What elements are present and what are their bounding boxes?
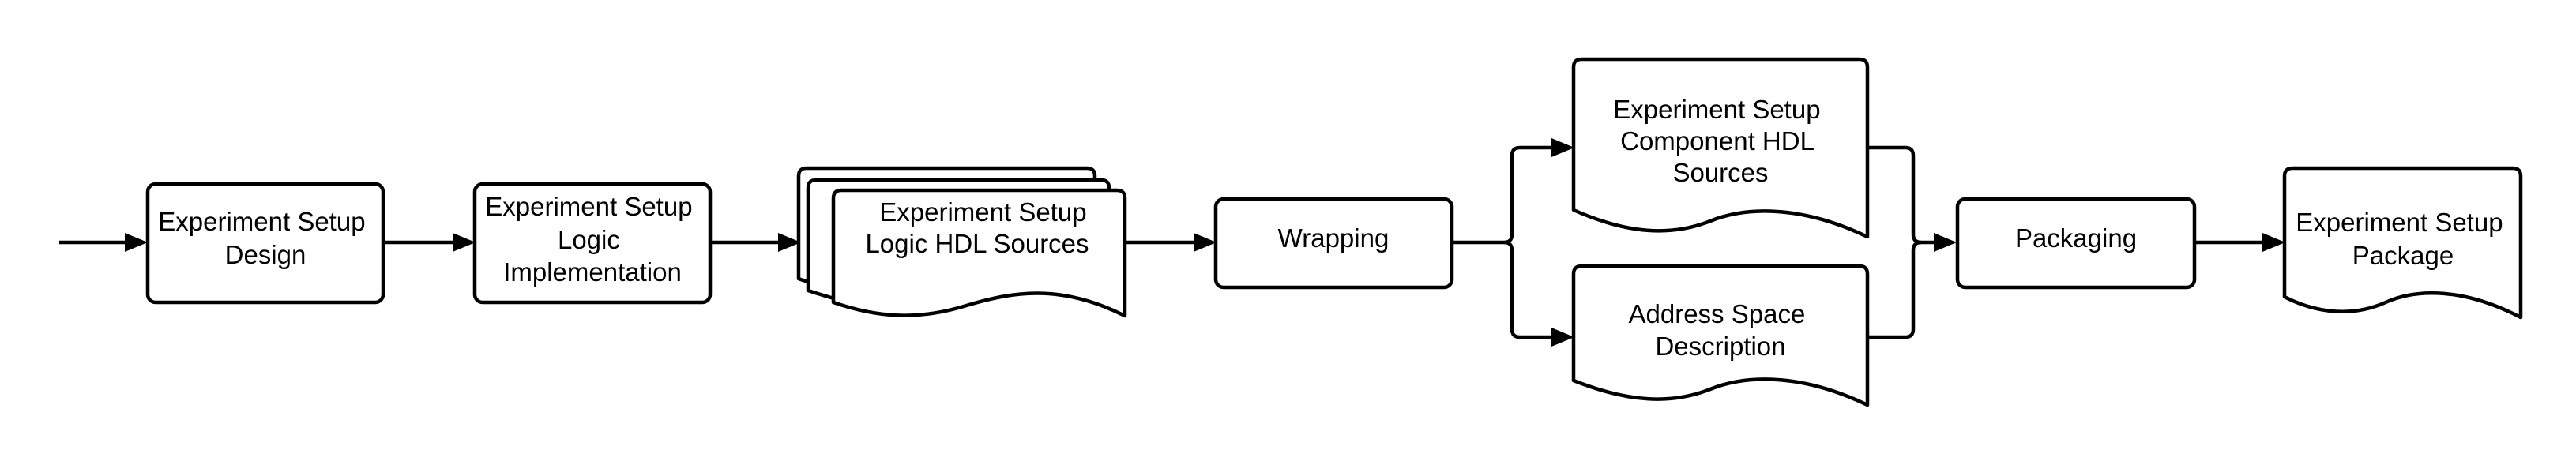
label-line: Package (2352, 241, 2454, 270)
arrowhead-package (2262, 233, 2285, 252)
connector-wrapping-to-address-space (1503, 240, 1555, 339)
label-line: Packaging (2015, 223, 2137, 253)
node-label: Experiment Setup Component HDL Sources (1613, 95, 1827, 187)
node-label: Wrapping (1278, 223, 1390, 253)
connector-wrapping-to-component-hdl (1452, 145, 1555, 245)
label-line: Component HDL (1620, 126, 1814, 156)
node-wrapping: Wrapping (1213, 197, 1454, 290)
label-line: Logic HDL Sources (865, 229, 1089, 258)
node-experiment-setup-package: Experiment Setup Package (2282, 166, 2523, 320)
arrowhead-component-hdl (1551, 138, 1574, 157)
arrowhead-hdl-sources (778, 233, 801, 252)
label-line: Experiment Setup (2296, 208, 2503, 237)
arrowhead-address-space (1551, 328, 1574, 347)
label-line: Experiment Setup (879, 197, 1086, 227)
node-label: Experiment Setup Package (2296, 208, 2510, 270)
label-line: Experiment Setup (485, 192, 692, 221)
label-line: Design (225, 240, 306, 269)
node-logic-hdl-sources: Experiment Setup Logic HDL Sources (796, 166, 1127, 318)
process-box (1213, 197, 1454, 290)
connector-address-space-to-packaging (1867, 240, 1922, 339)
node-label: Experiment Setup Logic HDL Sources (865, 197, 1093, 258)
node-logic-implementation: Experiment Setup Logic Implementation (472, 182, 713, 305)
label-line: Sources (1672, 158, 1768, 187)
node-component-hdl-sources: Experiment Setup Component HDL Sources (1571, 57, 1870, 239)
entry-arrowhead (125, 233, 148, 252)
label-line: Description (1655, 332, 1785, 361)
connector-component-hdl-to-packaging (1867, 145, 1936, 245)
connectors (59, 138, 2285, 347)
label-line: Experiment Setup (158, 207, 365, 236)
label-line: Implementation (503, 257, 682, 287)
node-label: Experiment Setup Logic Implementation (485, 192, 699, 287)
label-line: Address Space (1629, 299, 1806, 328)
document-sheet-front (831, 188, 1127, 318)
process-box (472, 182, 713, 305)
label-line: Wrapping (1278, 223, 1390, 253)
node-label: Address Space Description (1629, 299, 1813, 361)
document-shape (1571, 264, 1870, 407)
node-address-space-description: Address Space Description (1571, 264, 1870, 407)
document-shape (2282, 166, 2523, 320)
label-line: Experiment Setup (1613, 95, 1820, 124)
arrowhead-packaging (1934, 233, 1957, 252)
label-line: Logic (558, 225, 620, 254)
process-box (145, 182, 385, 305)
node-packaging: Packaging (1955, 197, 2197, 290)
node-design: Experiment Setup Design (145, 182, 385, 305)
process-box (1955, 197, 2197, 290)
node-label: Packaging (2015, 223, 2137, 253)
document-shape (1571, 57, 1870, 239)
arrowhead-logic-implementation (453, 233, 476, 252)
node-label: Experiment Setup Design (158, 207, 372, 269)
arrowhead-wrapping (1194, 233, 1217, 252)
